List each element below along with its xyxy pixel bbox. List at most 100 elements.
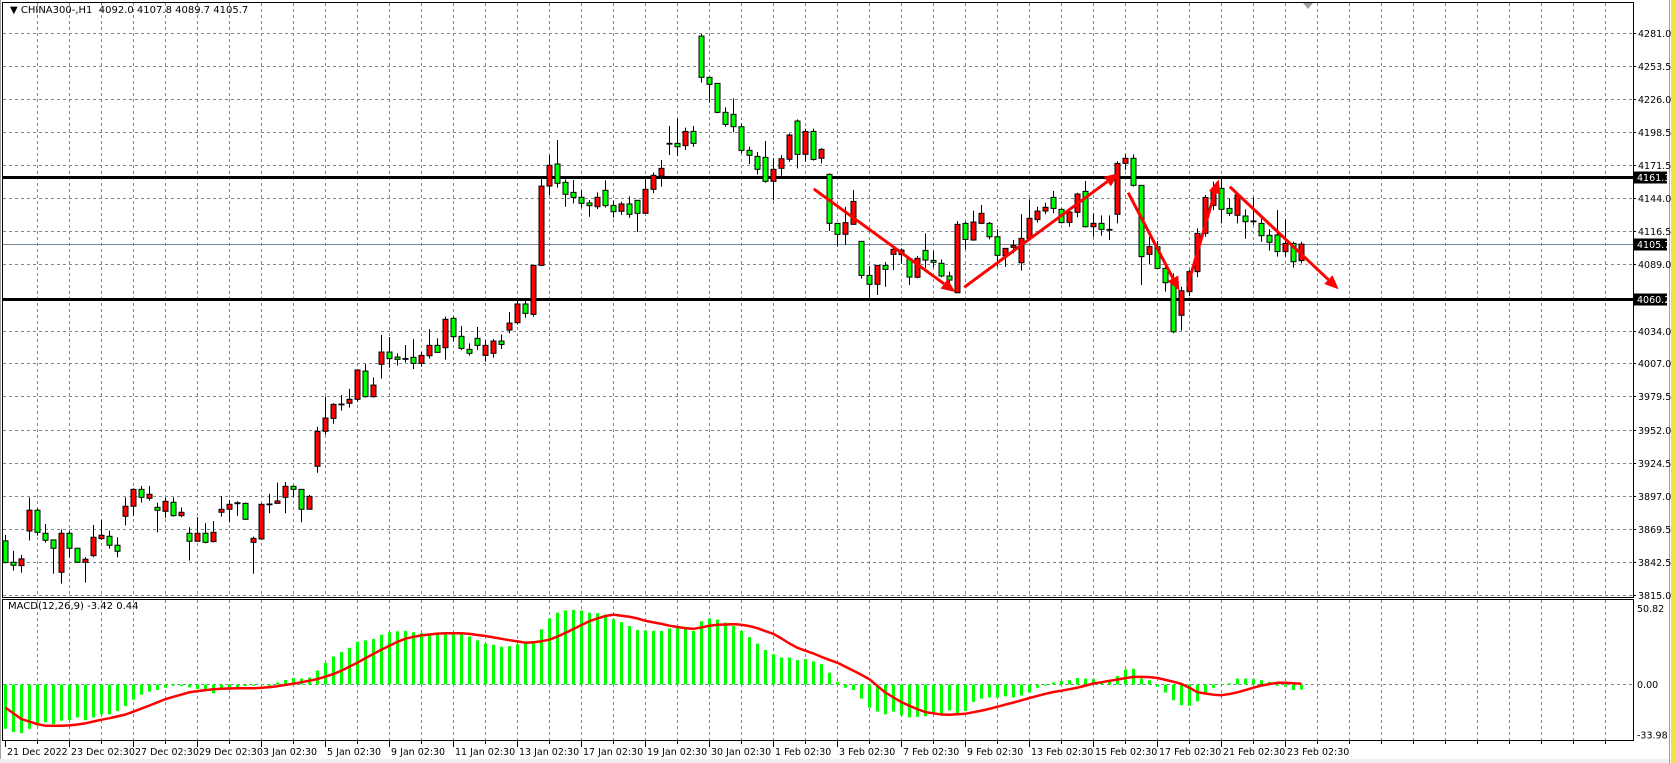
macd-histogram-bar — [564, 610, 567, 685]
macd-histogram-bar — [580, 610, 583, 685]
candle — [858, 240, 865, 279]
candle — [618, 201, 625, 216]
candle — [130, 488, 137, 516]
chart-shift-marker-icon[interactable] — [1303, 3, 1313, 9]
macd-histogram-bar — [740, 630, 743, 685]
macd-histogram-bar — [1140, 678, 1143, 685]
candle — [106, 530, 113, 549]
candle — [1098, 215, 1105, 236]
candle — [498, 334, 505, 349]
macd-histogram-bar — [44, 684, 47, 723]
arrow-shaft[interactable] — [963, 180, 1109, 289]
arrow-head-icon[interactable] — [1324, 275, 1339, 290]
candle — [1090, 213, 1097, 237]
candle — [882, 261, 889, 287]
candle — [962, 221, 969, 250]
arrow-shaft[interactable] — [1126, 192, 1175, 279]
macd-histogram-bar — [700, 621, 703, 685]
candle — [978, 205, 985, 224]
time-tick-label: 17 Feb 02:30 — [1159, 747, 1221, 758]
arrow-head-icon[interactable] — [1208, 179, 1221, 195]
macd-histogram-bar — [644, 630, 647, 685]
candle-body-down — [1050, 196, 1057, 209]
symbol-timeframe: CHINA300-,H1 — [20, 5, 93, 16]
time-tick-label: 5 Jan 02:30 — [327, 747, 381, 758]
arrow-head-icon[interactable] — [1103, 173, 1119, 187]
candle — [602, 180, 609, 208]
candle-body-down — [298, 488, 305, 510]
candle-body-down — [634, 199, 641, 214]
trend-arrow[interactable] — [812, 187, 956, 293]
candle — [834, 222, 841, 247]
macd-histogram-bar — [916, 684, 919, 717]
macd-histogram-bar — [1252, 679, 1255, 685]
candle — [1122, 154, 1129, 171]
arrow-shaft[interactable] — [1228, 185, 1330, 281]
macd-histogram-bar — [604, 614, 607, 685]
candle-body-up — [778, 158, 785, 169]
macd-axis: 50.82 0.00 -33.98 — [1637, 604, 1668, 742]
candle — [682, 127, 689, 150]
trend-arrow[interactable] — [1185, 179, 1221, 288]
macd-histogram-bar — [1180, 684, 1183, 706]
price-tick-label: 4089.0 — [1638, 260, 1671, 271]
trend-arrow[interactable] — [1228, 185, 1339, 290]
trend-arrow[interactable] — [963, 173, 1119, 289]
trend-arrow[interactable] — [1126, 192, 1180, 291]
dropdown-triangle-icon[interactable]: ▼ — [10, 5, 21, 16]
time-tick-label: 23 Feb 02:30 — [1287, 747, 1349, 758]
macd-histogram-bar — [1028, 684, 1031, 693]
candle-body-down — [1170, 282, 1177, 333]
macd-histogram-bar — [684, 626, 687, 685]
macd-histogram-bar — [1084, 678, 1087, 685]
arrow-shaft[interactable] — [812, 187, 945, 286]
candle — [874, 264, 881, 296]
candles — [2, 34, 1305, 584]
macd-histogram-bar — [764, 650, 767, 685]
candle — [242, 502, 249, 521]
candle — [170, 497, 177, 517]
candle — [666, 125, 673, 156]
macd-histogram-bar — [284, 679, 287, 685]
macd-main-value: -3.42 — [87, 601, 114, 612]
macd-histogram-bar — [132, 684, 135, 700]
arrow-head-icon[interactable] — [940, 278, 956, 293]
macd-tick-label: -33.98 — [1637, 731, 1668, 742]
price-tick-label: 3869.5 — [1638, 525, 1671, 536]
candle-body-up — [322, 417, 329, 432]
macd-histogram-bar — [836, 681, 839, 685]
candle — [690, 125, 697, 147]
macd-histogram-bar — [1236, 678, 1239, 685]
candle-body-down — [586, 202, 593, 207]
time-tick-label: 13 Feb 02:30 — [1031, 747, 1093, 758]
candle-body-up — [874, 264, 881, 285]
macd-histogram-bar — [812, 661, 815, 685]
macd-histogram-bar — [324, 663, 327, 685]
arrow-head-icon[interactable] — [1167, 275, 1180, 291]
candle — [1218, 178, 1225, 224]
candle — [418, 352, 425, 367]
candle — [538, 178, 545, 266]
candle-body-up — [258, 503, 265, 540]
candle — [730, 98, 737, 133]
macd-histogram-bar — [60, 684, 63, 721]
candle-body-down — [50, 539, 57, 549]
candle — [330, 403, 337, 424]
macd-histogram-bar — [780, 657, 783, 685]
candle — [714, 82, 721, 114]
horizontal-levels[interactable] — [3, 176, 1633, 301]
macd-histogram-bar — [124, 684, 127, 707]
macd-histogram-bar — [332, 656, 335, 685]
candle-body-up — [314, 430, 321, 467]
macd-histogram-bar — [436, 634, 439, 685]
candle-body-down — [882, 264, 889, 270]
candle-body-up — [58, 532, 65, 573]
trend-arrows[interactable] — [812, 173, 1339, 293]
candle — [74, 547, 81, 563]
macd-histogram-bar — [388, 632, 391, 685]
macd-histogram-bar — [1052, 682, 1055, 685]
candle-body-down — [1082, 190, 1089, 228]
macd-histogram-bar — [980, 684, 983, 699]
arrow-shaft[interactable] — [1185, 192, 1217, 288]
